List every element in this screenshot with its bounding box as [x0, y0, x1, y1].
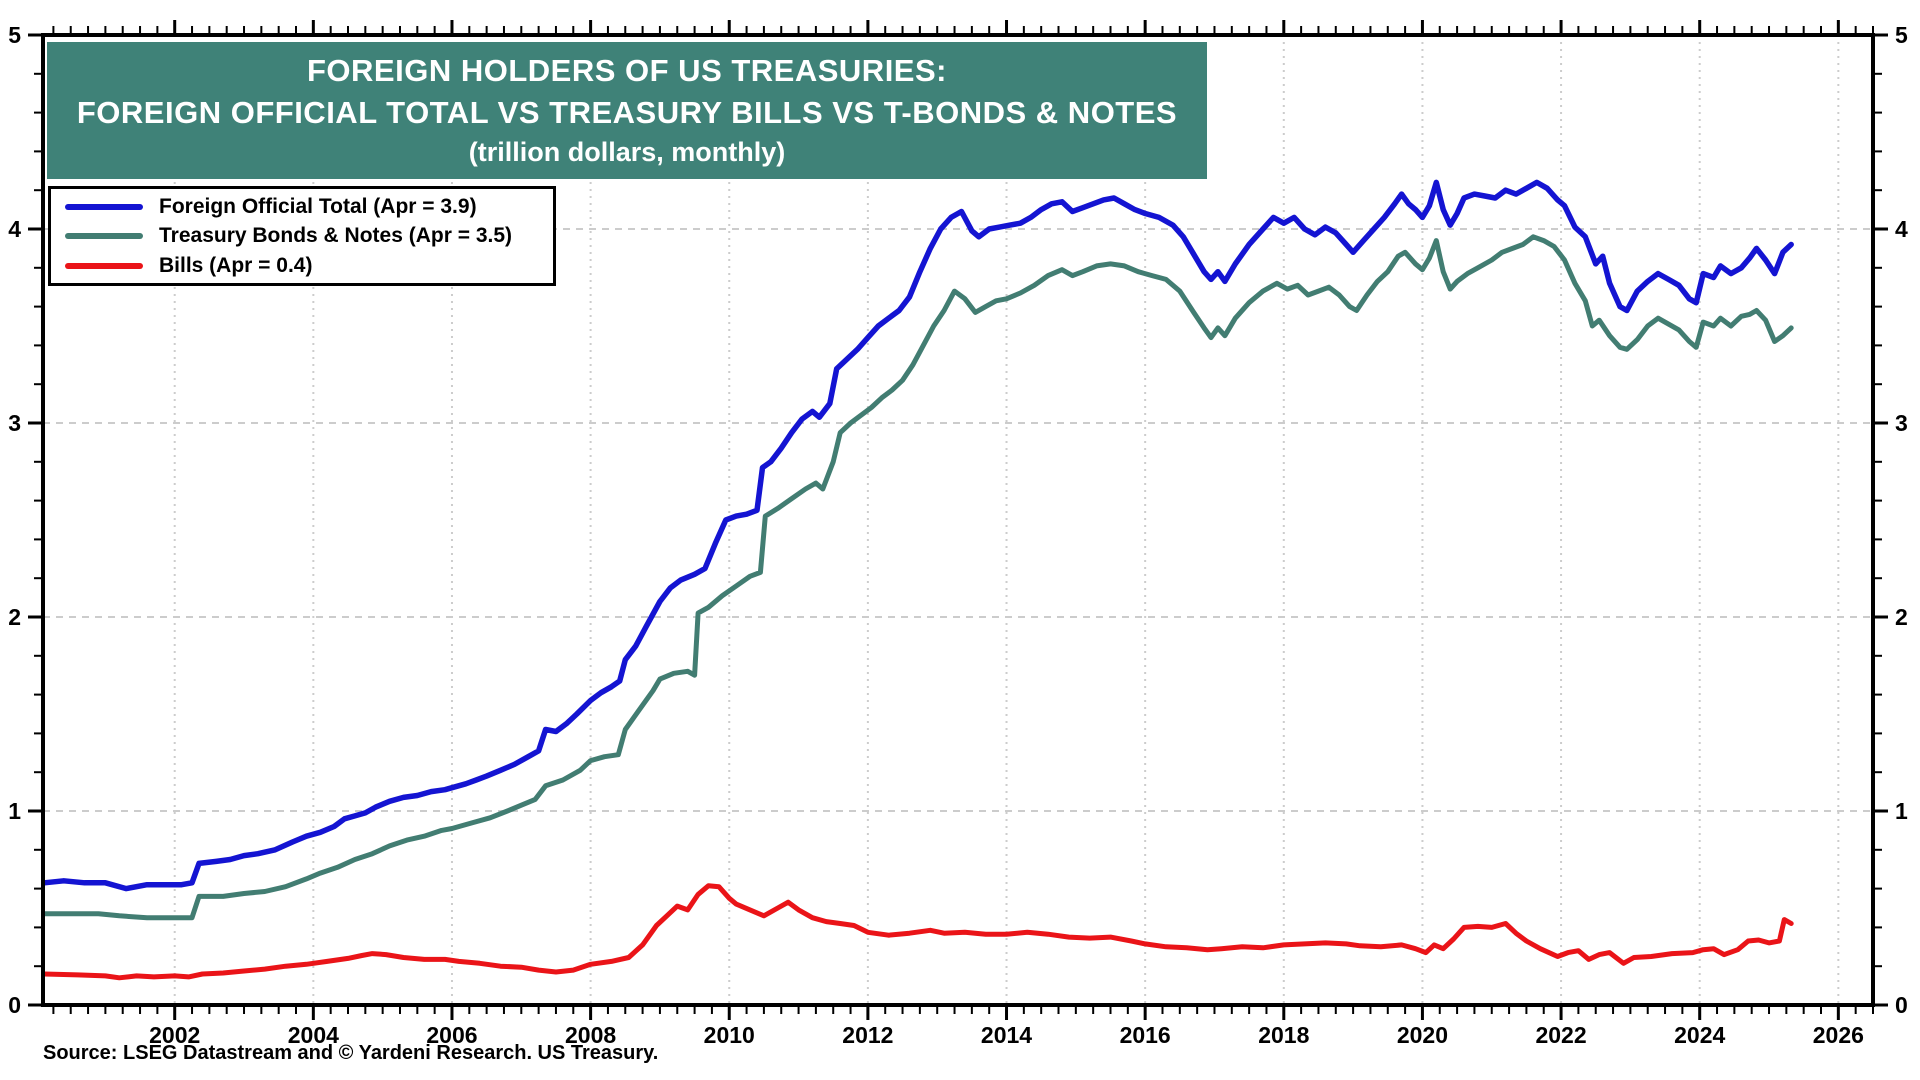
x-axis-label: 2008	[565, 1022, 616, 1048]
legend-box: Foreign Official Total (Apr = 3.9) Treas…	[48, 186, 556, 286]
x-axis-label: 2020	[1397, 1022, 1448, 1048]
y-axis-label-left: 3	[8, 410, 21, 436]
source-note: Source: LSEG Datastream and © Yardeni Re…	[43, 1042, 659, 1064]
plot-border	[41, 33, 1875, 1007]
legend-label: Bills (Apr = 0.4)	[159, 253, 313, 277]
y-axis-label-left: 4	[8, 216, 21, 242]
legend-line-swatch-teal	[65, 233, 143, 239]
chart-title-line3: (trillion dollars, monthly)	[468, 137, 786, 167]
legend-line-swatch-red	[65, 262, 143, 269]
x-axis-label: 2002	[149, 1022, 200, 1048]
y-axis-label-left: 2	[8, 604, 21, 630]
x-axis-label: 2024	[1674, 1022, 1725, 1048]
x-axis-label: 2016	[1120, 1022, 1171, 1048]
y-axis-label-left: 1	[8, 798, 21, 824]
x-axis-label: 2018	[1258, 1022, 1309, 1048]
x-axis-label: 2012	[842, 1022, 893, 1048]
x-axis-label: 2022	[1535, 1022, 1586, 1048]
x-axis-label: 2006	[426, 1022, 477, 1048]
y-axis-label-right: 0	[1895, 992, 1908, 1018]
y-axis-label-right: 2	[1895, 604, 1908, 630]
y-axis-label-right: 4	[1895, 216, 1908, 242]
legend-item-foreign-official-total: Foreign Official Total (Apr = 3.9)	[51, 193, 553, 221]
y-axis-label-right: 5	[1895, 22, 1908, 48]
y-axis-label-right: 3	[1895, 410, 1908, 436]
y-axis-label-left: 5	[8, 22, 21, 48]
series-line-treasury-bonds-notes	[41, 234, 1794, 921]
x-axis-label: 2010	[704, 1022, 755, 1048]
chart-title-line2: FOREIGN OFFICIAL TOTAL VS TREASURY BILLS…	[76, 95, 1178, 130]
legend-label: Foreign Official Total (Apr = 3.9)	[159, 194, 477, 218]
chart-title-box: FOREIGN HOLDERS OF US TREASURIES: FOREIG…	[47, 42, 1207, 179]
x-axis-label: 2026	[1813, 1022, 1864, 1048]
y-axis-label-left: 0	[8, 992, 21, 1018]
x-axis-label: 2014	[981, 1022, 1032, 1048]
legend-label: Treasury Bonds & Notes (Apr = 3.5)	[159, 224, 513, 247]
chart-title-line1: FOREIGN HOLDERS OF US TREASURIES:	[307, 53, 947, 88]
y-axis-label-right: 1	[1895, 798, 1908, 824]
series-line-foreign-official-total	[41, 179, 1794, 892]
series-line-bills	[41, 883, 1794, 981]
legend-item-treasury-bonds-notes: Treasury Bonds & Notes (Apr = 3.5)	[51, 222, 553, 250]
x-axis-label: 2004	[288, 1022, 339, 1048]
legend-item-bills: Bills (Apr = 0.4)	[51, 252, 553, 280]
legend-line-swatch-blue	[65, 203, 143, 210]
